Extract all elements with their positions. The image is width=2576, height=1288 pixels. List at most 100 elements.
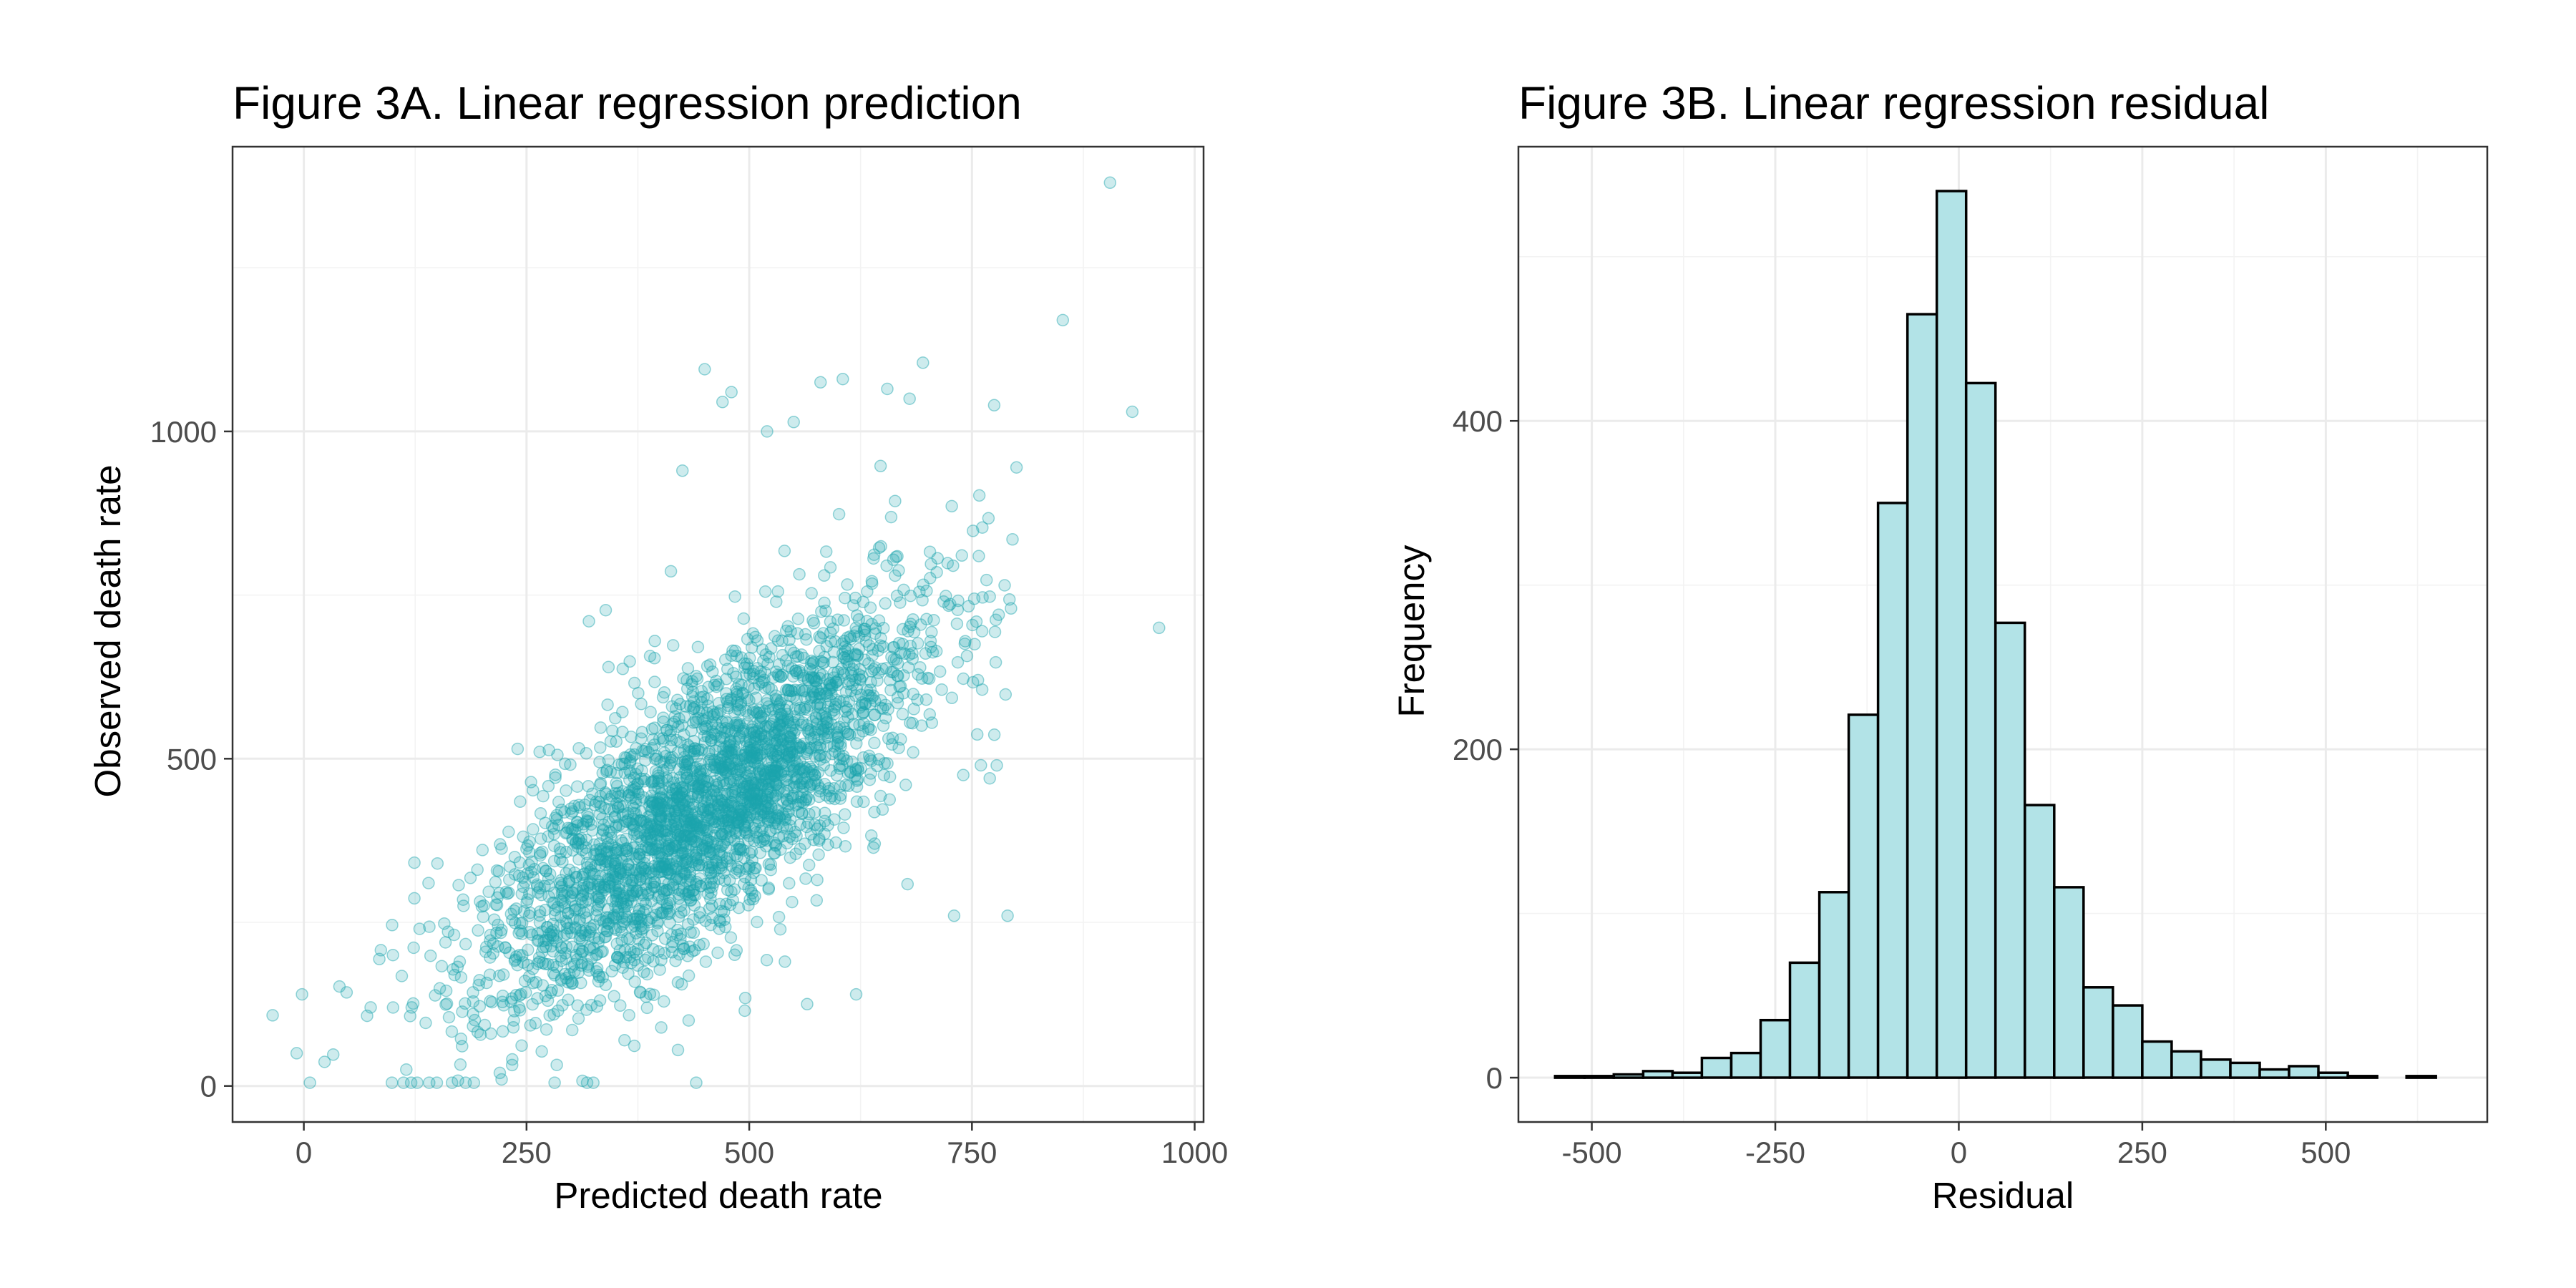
scatter-point [594,776,608,790]
scatter-point [706,710,719,723]
histogram-bar [1729,1051,1762,1079]
scatter-point [502,886,515,899]
scatter-point [874,789,887,803]
scatter-point [601,698,614,711]
scatter-point [552,796,565,809]
scatter-point [738,781,751,794]
scatter-point [533,916,547,929]
scatter-point [745,772,758,786]
scatter-point [892,669,904,683]
scatter-point [475,900,489,913]
scatter-point [650,749,663,762]
scatter-point [691,852,705,865]
scatter-point [625,816,638,830]
scatter-point [774,922,787,936]
scatter-point [769,779,783,791]
scatter-point [771,734,784,747]
scatter-point [677,799,690,812]
scatter-point [713,786,726,800]
scatter-point [730,757,743,771]
scatter-point [871,674,884,687]
scatter-point [724,830,738,844]
scatter-point [846,755,859,769]
scatter-point [684,873,697,887]
scatter-point [707,764,721,777]
scatter-point [771,809,784,822]
scatter-point [663,781,676,794]
scatter-point [620,899,634,912]
scatter-point [643,987,657,1000]
panel-a-y-axis-title: Observed death rate [87,465,128,798]
panel-b-x-tick-label: -500 [1562,1136,1622,1169]
scatter-point [507,1021,520,1034]
scatter-point [609,864,622,878]
scatter-point [751,915,763,929]
scatter-point [769,744,783,758]
scatter-point [787,646,801,660]
scatter-point [593,807,607,821]
panel-a-scatter: Figure 3A. Linear regression prediction … [87,77,1228,1216]
scatter-point [703,902,716,915]
scatter-point [633,852,646,864]
histogram-bar [1935,190,1968,1079]
scatter-point [926,645,940,659]
scatter-point [610,821,623,834]
scatter-point [571,780,584,793]
scatter-point [442,1010,456,1024]
scatter-point [790,829,803,842]
scatter-point [761,756,774,769]
scatter-point [906,716,919,730]
scatter-point [749,862,762,874]
scatter-point [785,791,798,804]
scatter-point [720,897,733,911]
scatter-point [670,860,683,873]
panel-b-histogram: Figure 3B. Linear regression residual -5… [1391,77,2489,1216]
scatter-point [602,825,616,838]
scatter-point [745,746,758,758]
histogram-bar [1994,621,2026,1079]
scatter-point [732,801,745,814]
scatter-point [904,618,917,630]
scatter-point [786,670,800,683]
scatter-point [733,704,747,717]
scatter-point [594,790,608,803]
scatter-point [672,828,685,841]
scatter-point [419,1016,432,1030]
scatter-point [658,995,670,1008]
scatter-point [746,776,760,790]
scatter-point [718,836,731,849]
scatter-point [790,693,803,706]
scatter-point [553,852,567,866]
scatter-point [683,740,696,753]
scatter-point [707,877,721,889]
scatter-point [645,776,659,789]
scatter-point [477,910,490,923]
scatter-point [834,792,847,805]
scatter-point [802,859,816,872]
scatter-point [433,982,447,995]
scatter-point [1126,405,1139,419]
scatter-point [676,939,690,952]
scatter-point [407,941,420,955]
scatter-point [723,746,736,759]
scatter-point [775,708,788,721]
scatter-point [635,887,648,899]
scatter-point [831,678,844,692]
scatter-point [839,640,852,653]
scatter-point [814,782,827,795]
scatter-point [706,725,719,738]
scatter-point [841,643,854,656]
scatter-point [783,747,796,760]
scatter-point [781,799,794,813]
scatter-point [694,757,707,771]
scatter-point [429,989,441,1002]
scatter-point [635,698,648,711]
scatter-point [678,942,691,955]
scatter-point [745,641,758,654]
panel-a-grid [233,147,1204,1122]
scatter-point [643,862,655,875]
scatter-point [864,683,877,696]
scatter-point [725,810,738,824]
scatter-point [603,876,616,889]
